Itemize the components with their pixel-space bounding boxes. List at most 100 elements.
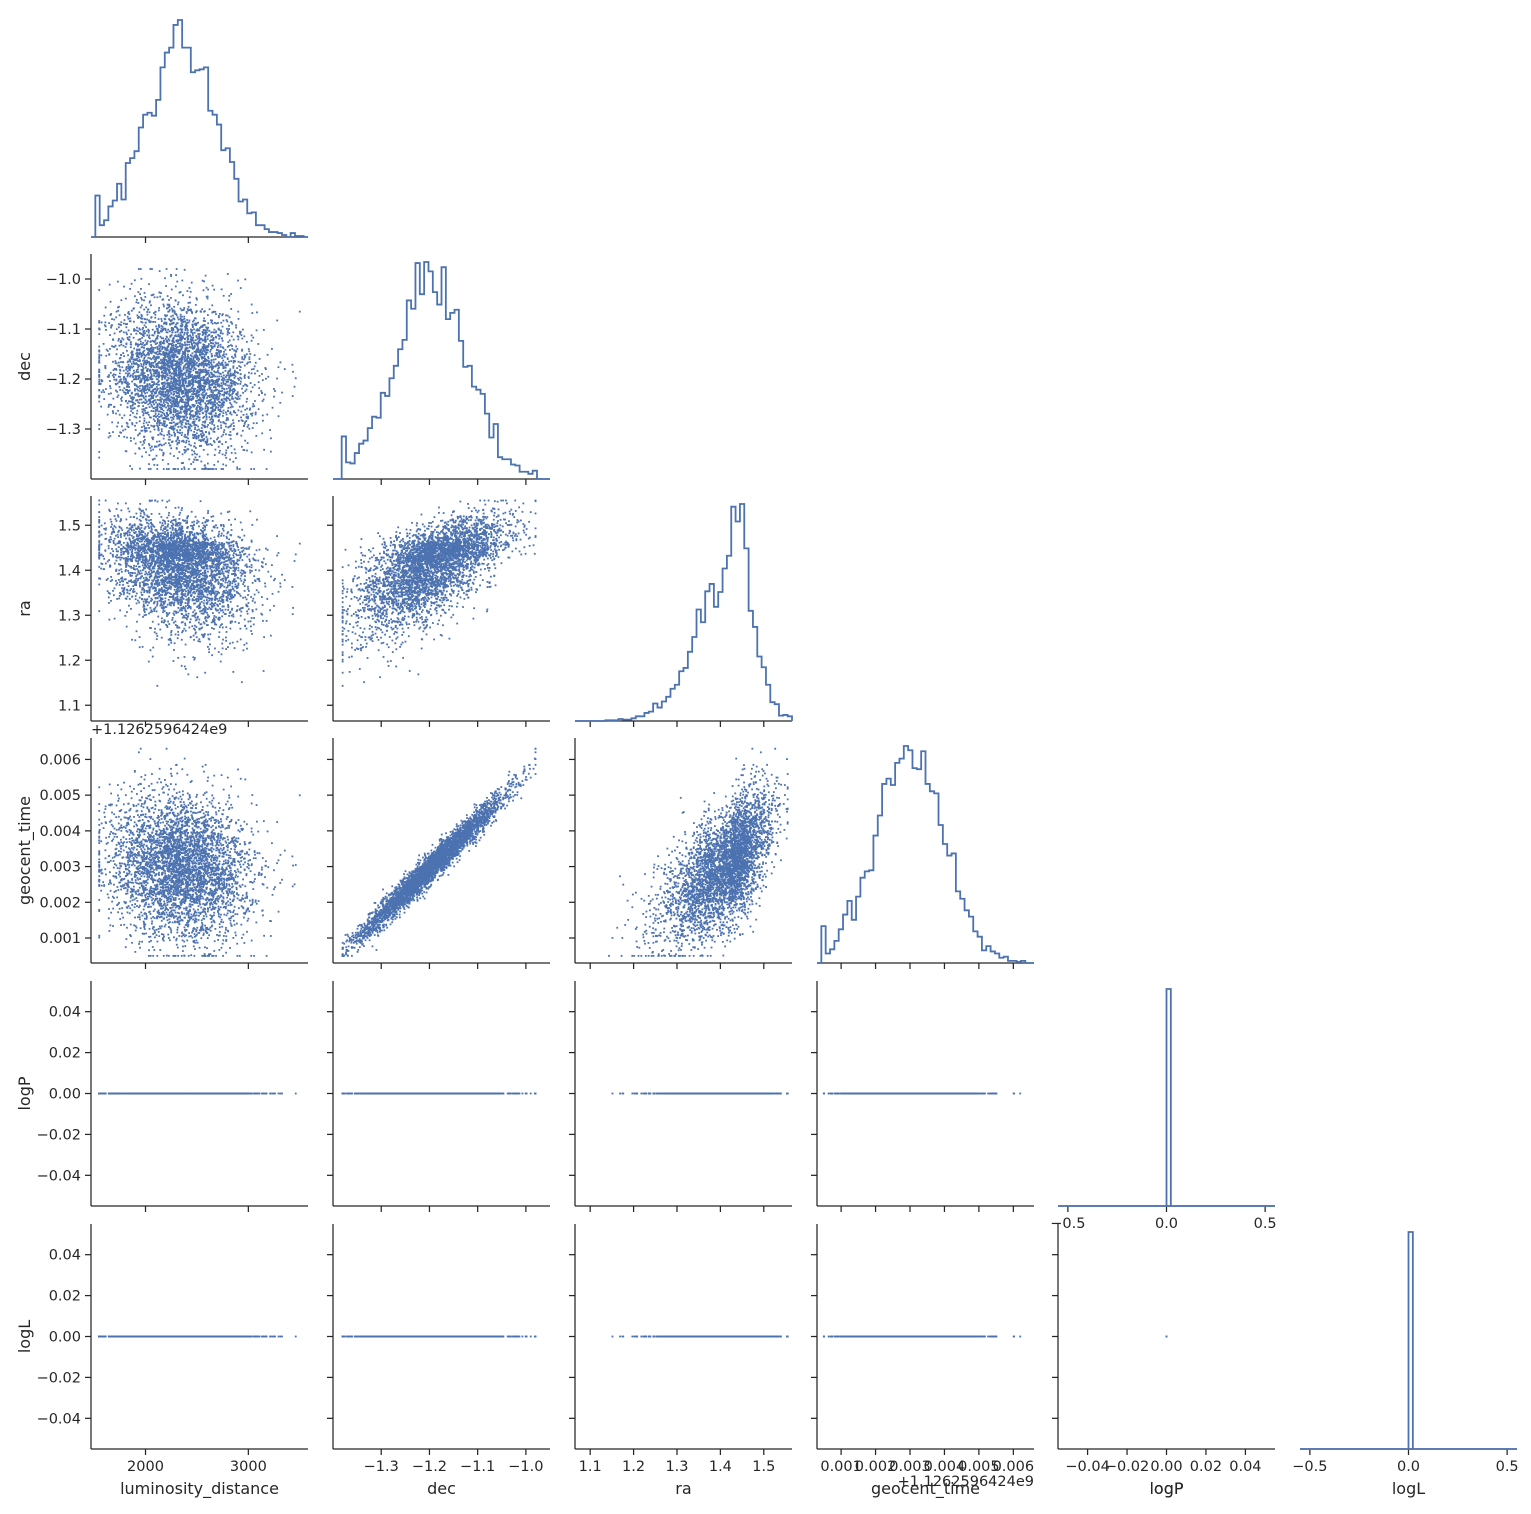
point (149, 377, 151, 379)
point (232, 331, 234, 333)
point (170, 447, 172, 449)
point (206, 296, 208, 298)
point (165, 329, 167, 331)
point (125, 400, 127, 402)
point (190, 390, 192, 392)
point (211, 429, 213, 431)
point (98, 357, 100, 359)
point (133, 337, 135, 339)
point (184, 436, 186, 438)
point (125, 326, 127, 328)
point (108, 374, 110, 376)
point (187, 376, 189, 378)
point (227, 330, 229, 332)
point (225, 392, 227, 394)
point (127, 337, 129, 339)
point (212, 419, 214, 421)
point (147, 388, 149, 390)
point (234, 448, 236, 450)
point (139, 420, 141, 422)
point (231, 396, 233, 398)
point (168, 366, 170, 368)
point (203, 281, 205, 283)
point (187, 396, 189, 398)
point (222, 463, 224, 465)
point (237, 335, 239, 337)
point (226, 414, 228, 416)
point (172, 349, 174, 351)
point (189, 385, 191, 387)
point (192, 370, 194, 372)
point (171, 355, 173, 357)
point (98, 289, 100, 291)
point (186, 370, 188, 372)
point (193, 319, 195, 321)
point (254, 365, 256, 367)
point (187, 338, 189, 340)
point (184, 360, 186, 362)
point (167, 295, 169, 297)
point (179, 376, 181, 378)
point (189, 408, 191, 410)
point (147, 357, 149, 359)
point (118, 326, 120, 328)
point (195, 297, 197, 299)
point (139, 448, 141, 450)
point (211, 320, 213, 322)
point (172, 372, 174, 374)
point (209, 413, 211, 415)
point (169, 305, 171, 307)
point (184, 342, 186, 344)
point (201, 424, 203, 426)
point (133, 328, 135, 330)
point (125, 332, 127, 334)
point (170, 396, 172, 398)
point (148, 454, 150, 456)
point (140, 317, 142, 319)
point (124, 314, 126, 316)
point (261, 392, 263, 394)
point (170, 381, 172, 383)
point (132, 366, 134, 368)
point (98, 401, 100, 403)
point (194, 355, 196, 357)
point (205, 414, 207, 416)
point (203, 329, 205, 331)
point (175, 334, 177, 336)
point (98, 328, 100, 330)
point (158, 399, 160, 401)
point (132, 376, 134, 378)
point (130, 320, 132, 322)
point (155, 409, 157, 411)
point (218, 384, 220, 386)
point (127, 384, 129, 386)
point (158, 393, 160, 395)
point (182, 294, 184, 296)
point (153, 381, 155, 383)
point (98, 428, 100, 430)
point (145, 412, 147, 414)
point (135, 353, 137, 355)
point (219, 401, 221, 403)
point (116, 396, 118, 398)
point (118, 381, 120, 383)
point (198, 429, 200, 431)
point (132, 308, 134, 310)
point (146, 430, 148, 432)
point (164, 375, 166, 377)
point (193, 451, 195, 453)
point (147, 340, 149, 342)
point (173, 337, 175, 339)
point (202, 331, 204, 333)
point (207, 356, 209, 358)
point (169, 394, 171, 396)
point (157, 357, 159, 359)
point (229, 391, 231, 393)
point (157, 388, 159, 390)
point (207, 352, 209, 354)
point (149, 300, 151, 302)
point (107, 376, 109, 378)
point (227, 407, 229, 409)
point (145, 451, 147, 453)
